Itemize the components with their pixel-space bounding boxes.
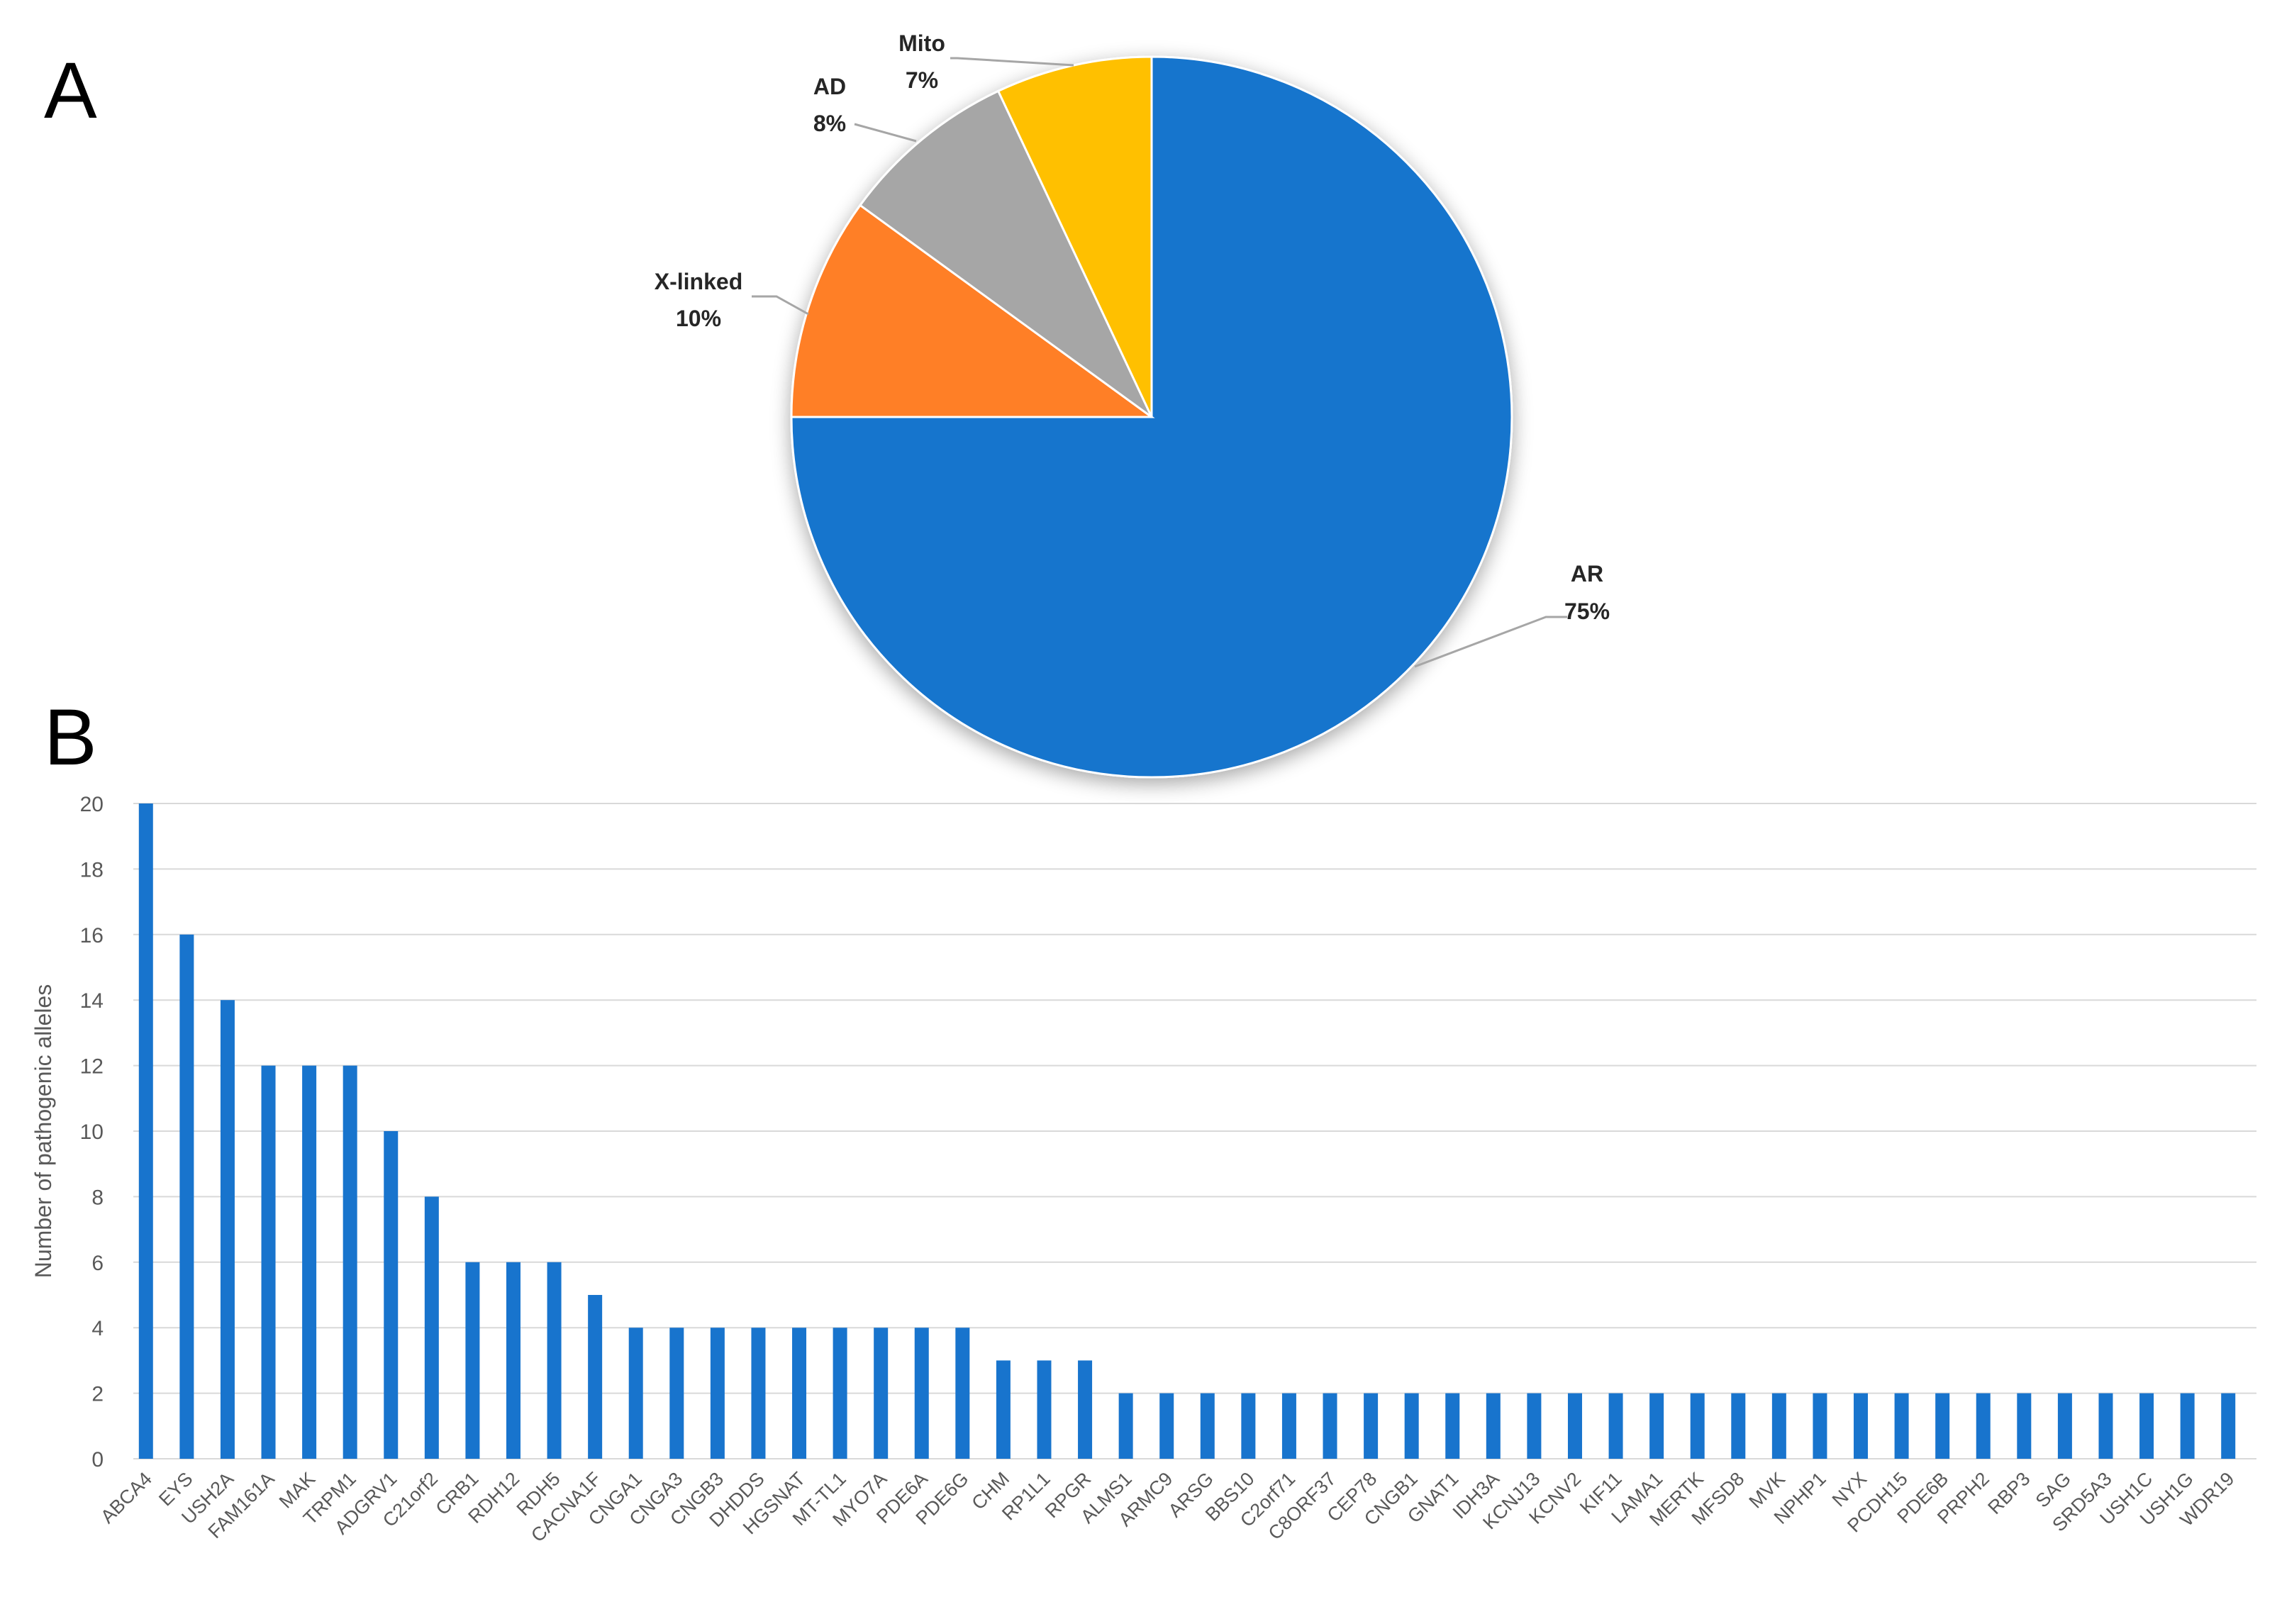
x-tick-label: RBP3 <box>1983 1468 2034 1518</box>
pie-leader-mito <box>950 57 1074 67</box>
pie-slices <box>790 55 1513 779</box>
bar-mfsd8 <box>1731 1393 1746 1459</box>
y-tick-label: 12 <box>80 1055 104 1079</box>
bar-pcdh15 <box>1894 1393 1909 1459</box>
y-tick-label: 16 <box>80 924 104 947</box>
bar-mt-tl1 <box>833 1328 847 1459</box>
bar-adgrv1 <box>384 1131 399 1459</box>
pie-label-mito: Mito <box>898 30 945 56</box>
bar-rpgr <box>1078 1360 1093 1459</box>
bar-chm <box>996 1360 1011 1459</box>
bar-rp1l1 <box>1037 1360 1052 1459</box>
pie-value-ad: 8% <box>813 111 846 136</box>
bar-nphp1 <box>1813 1393 1827 1459</box>
bar-srd5a3 <box>2098 1393 2113 1459</box>
y-tick-label: 6 <box>91 1252 104 1275</box>
pie-chart: AR 75% X-linked 10% AD 8% Mito 7% <box>655 30 1610 779</box>
bar-myo7a <box>874 1328 889 1459</box>
bar-bbs10 <box>1241 1393 1256 1459</box>
bar-gnat1 <box>1445 1393 1460 1459</box>
bar-hgsnat <box>792 1328 807 1459</box>
bar-ush2a <box>220 1000 235 1459</box>
y-tick-label: 14 <box>80 989 104 1013</box>
bar-chart: 0 2 4 6 8 10 12 14 16 18 20 Number of pathogenic al… <box>30 793 2256 1546</box>
pie-label-ad: AD <box>813 74 846 99</box>
bar-nyx <box>1854 1393 1869 1459</box>
pie-leader-x-linked <box>752 295 809 316</box>
bar-lama1 <box>1649 1393 1664 1459</box>
bar-ush1c <box>2139 1393 2154 1459</box>
bar-kcnv2 <box>1567 1393 1582 1459</box>
y-tick-label: 2 <box>91 1383 104 1406</box>
bar-kcnj13 <box>1527 1393 1542 1459</box>
bar-pde6a <box>914 1328 929 1459</box>
pie-slice-ar <box>790 55 1513 779</box>
bar-arsg <box>1200 1393 1215 1459</box>
y-tick-label: 18 <box>80 858 104 881</box>
bar-sag <box>2057 1393 2072 1459</box>
pie-leader-ar <box>1414 616 1567 668</box>
bar-idh3a <box>1486 1393 1501 1459</box>
bar-cnga1 <box>628 1328 643 1459</box>
pie-slice-x-linked <box>790 204 1155 418</box>
pie-slice-ad <box>858 89 1153 418</box>
pie-leader-ad <box>854 123 917 143</box>
panel-label-b: B <box>44 693 97 782</box>
bar-cep78 <box>1364 1393 1379 1459</box>
bar-mvk <box>1771 1393 1786 1459</box>
pie-value-x-linked: 10% <box>676 306 721 331</box>
bar-rbp3 <box>2017 1393 2032 1459</box>
y-tick-label: 0 <box>91 1448 104 1472</box>
bar-mak <box>302 1065 317 1459</box>
bar-eys <box>179 934 194 1459</box>
bar-prph2 <box>1976 1393 1991 1459</box>
bar-wdr19 <box>2221 1393 2236 1459</box>
y-axis-title: Number of pathogenic alleles <box>30 984 56 1278</box>
bar-ush1g <box>2180 1393 2195 1459</box>
pie-value-ar: 75% <box>1564 599 1610 624</box>
bar-cngb3 <box>710 1328 725 1459</box>
bar-mertk <box>1690 1393 1705 1459</box>
bar-dhdds <box>751 1328 766 1459</box>
bar-c21orf2 <box>424 1196 439 1459</box>
y-tick-label: 8 <box>91 1186 104 1209</box>
y-tick-label: 20 <box>80 793 104 816</box>
bar-c8orf37 <box>1323 1393 1337 1459</box>
y-tick-label: 4 <box>91 1317 104 1340</box>
bar-pde6g <box>955 1328 970 1459</box>
panel-label-a: A <box>44 46 97 135</box>
bar-abca4 <box>138 803 153 1459</box>
pie-label-x-linked: X-linked <box>655 269 742 294</box>
bar-c2orf71 <box>1281 1393 1296 1459</box>
bar-cnga3 <box>669 1328 684 1459</box>
pie-label-ar: AR <box>1571 561 1603 586</box>
bar-alms1 <box>1118 1393 1133 1459</box>
bar-rdh5 <box>547 1262 562 1459</box>
bar-fam161a <box>261 1065 276 1459</box>
pie-value-mito: 7% <box>906 67 938 93</box>
bar-kif11 <box>1608 1393 1623 1459</box>
bar-cacna1f <box>588 1295 603 1459</box>
bar-pde6b <box>1935 1393 1950 1459</box>
bar-trpm1 <box>343 1065 357 1459</box>
bar-rdh12 <box>506 1262 521 1459</box>
bar-armc9 <box>1159 1393 1174 1459</box>
y-tick-label: 10 <box>80 1120 104 1144</box>
bar-cngb1 <box>1404 1393 1419 1459</box>
x-tick-label: ABCA4 <box>96 1468 156 1528</box>
bar-crb1 <box>465 1262 480 1459</box>
